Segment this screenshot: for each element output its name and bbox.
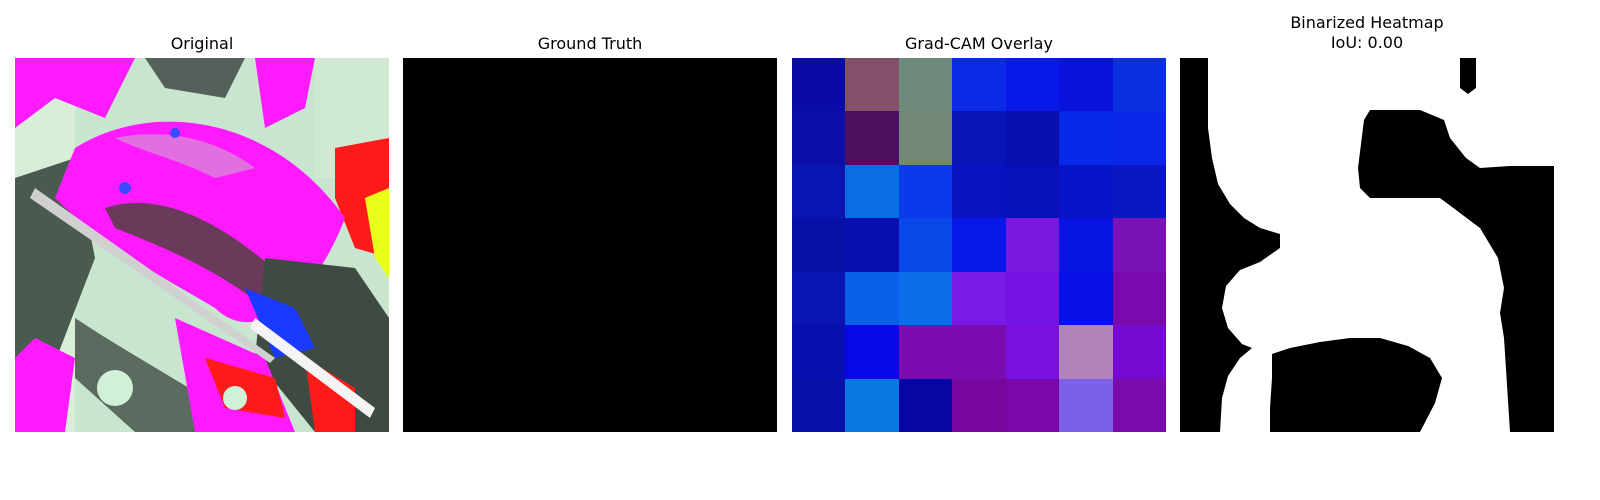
- gradcam-cell: [792, 111, 845, 165]
- gradcam-cell: [1059, 325, 1113, 379]
- gradcam-cell: [1059, 111, 1113, 165]
- panel-original: Original: [15, 0, 389, 500]
- gradcam-cell: [1006, 165, 1059, 218]
- panel-title-ground-truth: Ground Truth: [537, 34, 643, 53]
- gradcam-cell: [1059, 379, 1113, 432]
- gradcam-cell: [899, 379, 952, 432]
- gradcam-cell: [792, 379, 845, 432]
- gradcam-cell: [845, 218, 899, 272]
- gradcam-overlay-image: [792, 58, 1166, 432]
- gradcam-cell: [792, 58, 845, 111]
- gradcam-cell: [899, 111, 952, 165]
- gradcam-cell: [1006, 218, 1059, 272]
- gradcam-cell: [899, 165, 952, 218]
- gradcam-cell: [1113, 111, 1166, 165]
- gradcam-overlay-grid: [792, 58, 1166, 432]
- binarized-heatmap-mask: [1180, 58, 1554, 432]
- panel-ground-truth: Ground Truth: [403, 0, 777, 500]
- gradcam-cell: [952, 379, 1006, 432]
- gradcam-cell: [1006, 111, 1059, 165]
- gradcam-cell: [1006, 325, 1059, 379]
- gradcam-cell: [1113, 58, 1166, 111]
- panel-gradcam: Grad-CAM Overlay: [792, 0, 1166, 500]
- gradcam-cell: [845, 58, 899, 111]
- gradcam-cell: [1059, 165, 1113, 218]
- panel-binarized: Binarized Heatmap IoU: 0.00: [1180, 0, 1554, 500]
- original-leaf-photo: [15, 58, 389, 432]
- gradcam-cell: [1059, 58, 1113, 111]
- gradcam-cell: [899, 325, 952, 379]
- gradcam-cell: [1059, 218, 1113, 272]
- gradcam-cell: [1113, 325, 1166, 379]
- gradcam-cell: [792, 325, 845, 379]
- binarized-title-line1: Binarized Heatmap: [1290, 13, 1444, 32]
- gradcam-cell: [952, 325, 1006, 379]
- gradcam-cell: [1006, 272, 1059, 325]
- gradcam-cell: [845, 272, 899, 325]
- gradcam-cell: [952, 111, 1006, 165]
- gradcam-cell: [845, 111, 899, 165]
- gradcam-cell: [845, 379, 899, 432]
- gradcam-cell: [845, 325, 899, 379]
- ground-truth-mask-graphic: [403, 58, 777, 432]
- gradcam-cell: [899, 272, 952, 325]
- gradcam-cell: [845, 165, 899, 218]
- gradcam-cell: [952, 58, 1006, 111]
- gradcam-cell: [952, 165, 1006, 218]
- gradcam-cell: [792, 272, 845, 325]
- gradcam-cell: [1059, 272, 1113, 325]
- original-image: [15, 58, 389, 432]
- gradcam-cell: [952, 272, 1006, 325]
- gradcam-cell: [1113, 379, 1166, 432]
- gradcam-cell: [1113, 165, 1166, 218]
- panel-title-original: Original: [170, 34, 234, 53]
- gradcam-cell: [1006, 58, 1059, 111]
- binarized-heatmap-image: [1180, 58, 1554, 432]
- panel-title-binarized: Binarized Heatmap IoU: 0.00: [1180, 13, 1554, 53]
- binarized-iou-label: IoU: 0.00: [1330, 33, 1404, 52]
- ground-truth-mask: [403, 58, 777, 432]
- gradcam-cell: [792, 165, 845, 218]
- gradcam-cell: [1006, 379, 1059, 432]
- gradcam-cell: [899, 58, 952, 111]
- gradcam-cell: [1113, 272, 1166, 325]
- gradcam-cell: [899, 218, 952, 272]
- panel-title-gradcam: Grad-CAM Overlay: [905, 34, 1053, 53]
- gradcam-cell: [952, 218, 1006, 272]
- gradcam-cell: [1113, 218, 1166, 272]
- gradcam-cell: [792, 218, 845, 272]
